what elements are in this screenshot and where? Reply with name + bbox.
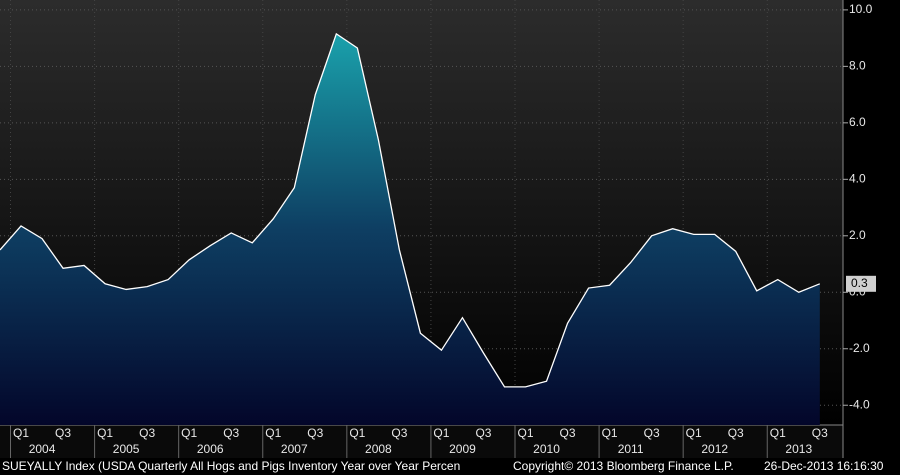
y-tick-label: -4.0 (849, 397, 870, 411)
x-tick-label: Q3 (812, 426, 828, 440)
copyright: Copyright© 2013 Bloomberg Finance L.P. (513, 459, 734, 473)
x-tick-label: Q1 (265, 426, 281, 440)
x-year-label: 2011 (618, 442, 644, 456)
x-tick-label: Q3 (644, 426, 660, 440)
x-year-label: 2012 (701, 442, 728, 456)
x-tick-label: Q3 (560, 426, 576, 440)
last-value-label: 0.3 (851, 276, 868, 290)
x-year-label: 2008 (365, 442, 392, 456)
x-tick-label: Q1 (518, 426, 534, 440)
x-year-label: 2013 (785, 442, 812, 456)
x-year-label: 2007 (281, 442, 308, 456)
x-year-label: 2004 (29, 442, 56, 456)
x-tick-label: Q3 (475, 426, 491, 440)
x-tick-label: Q3 (391, 426, 407, 440)
x-tick-label: Q1 (770, 426, 786, 440)
timestamp: 26-Dec-2013 16:16:30 (764, 459, 884, 473)
area-fill (0, 33, 820, 425)
x-tick-label: Q3 (728, 426, 744, 440)
y-tick-label: 2.0 (849, 228, 866, 242)
last-value-box (846, 275, 876, 292)
y-tick-label: 10.0 (849, 2, 873, 16)
x-tick-label: Q1 (686, 426, 702, 440)
x-tick-label: Q1 (349, 426, 365, 440)
x-axis-band (0, 425, 843, 458)
y-tick-label: 8.0 (849, 59, 866, 73)
x-tick-label: Q1 (602, 426, 618, 440)
footer-title: SUEYALLY Index (USDA Quarterly All Hogs … (2, 459, 460, 473)
y-tick-label: 4.0 (849, 171, 866, 185)
x-tick-label: Q3 (139, 426, 155, 440)
y-tick-label: 6.0 (849, 115, 866, 129)
y-tick-label: -2.0 (849, 341, 870, 355)
x-year-label: 2010 (533, 442, 560, 456)
x-tick-label: Q1 (433, 426, 449, 440)
line (0, 32, 821, 388)
x-tick-label: Q3 (55, 426, 71, 440)
x-tick-label: Q1 (13, 426, 29, 440)
x-tick-label: Q3 (307, 426, 323, 440)
x-year-label: 2006 (197, 442, 224, 456)
x-tick-label: Q1 (97, 426, 113, 440)
x-year-label: 2005 (113, 442, 140, 456)
x-tick-label: Q1 (181, 426, 197, 440)
x-tick-label: Q3 (223, 426, 239, 440)
x-year-label: 2009 (449, 442, 476, 456)
